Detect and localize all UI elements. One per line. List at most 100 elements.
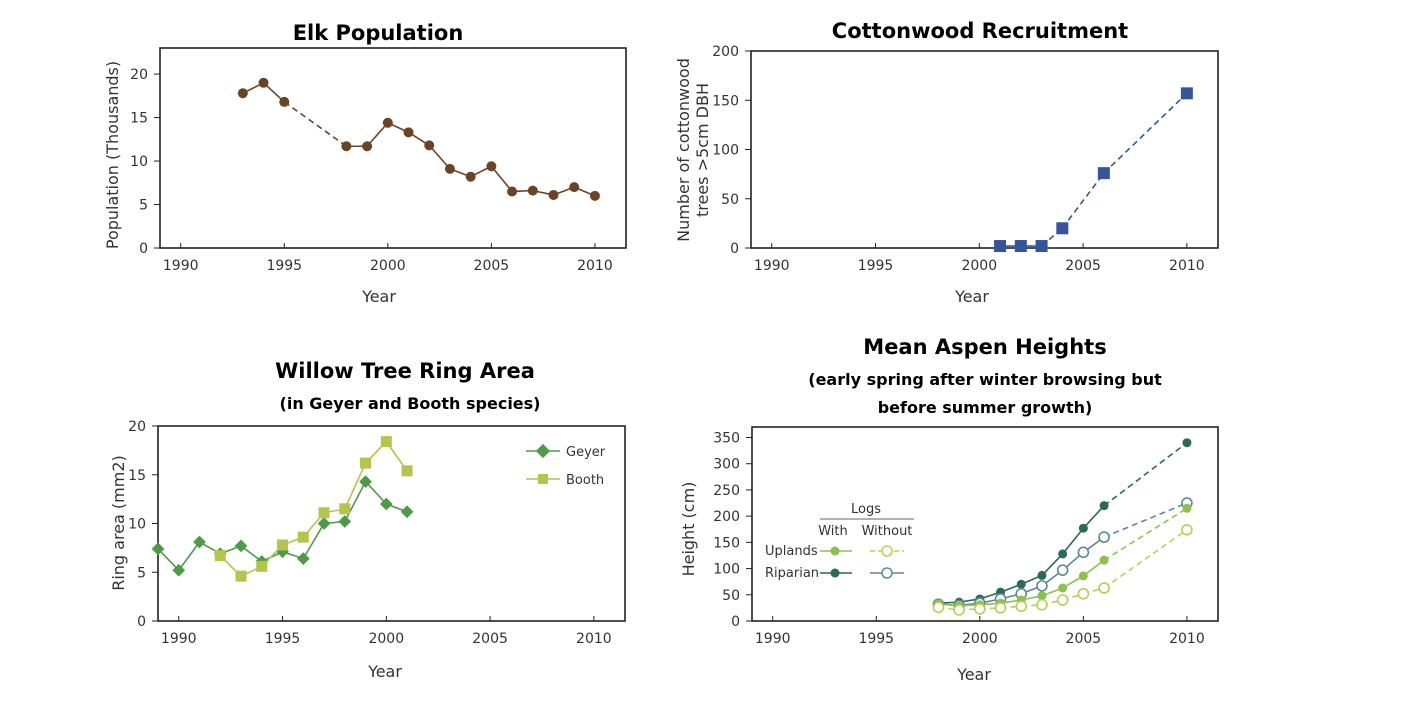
data-point	[424, 140, 435, 151]
data-point	[362, 141, 373, 152]
x-tick-label: 2000	[370, 258, 406, 274]
x-tick-label: 2005	[1066, 631, 1102, 647]
y-axis-label-line-1: Number of cottonwood	[674, 58, 693, 242]
series-line-segment	[366, 122, 389, 147]
cottonwood-recruitment-chart: Cottonwood Recruitment Number of cottonw…	[674, 19, 1219, 306]
chart-title: Cottonwood Recruitment	[832, 19, 1128, 43]
y-tick-label: 50	[721, 192, 739, 208]
legend-header-logs: Logs	[851, 502, 881, 517]
y-tick-label: 0	[137, 614, 146, 630]
x-tick-label: 2000	[368, 631, 404, 647]
data-point	[1014, 240, 1027, 253]
data-point	[1098, 582, 1110, 594]
x-tick-label: 2010	[1169, 631, 1205, 647]
data-point	[507, 186, 518, 197]
series-line-segment	[1062, 527, 1085, 555]
legend-marker-booth	[538, 474, 548, 484]
data-point	[527, 185, 538, 196]
willow-ring-area-chart: Willow Tree Ring Area (in Geyer and Boot…	[109, 359, 626, 681]
x-tick-label: 2000	[962, 631, 998, 647]
data-point	[256, 560, 268, 572]
y-tick-label: 0	[730, 241, 739, 257]
legend-marker-riparian-without	[881, 567, 893, 579]
series-line-segment	[157, 548, 180, 571]
y-tick-label: 200	[712, 44, 739, 60]
data-point	[1097, 167, 1110, 180]
x-tick-label: 2005	[474, 258, 510, 274]
plot-area: 1990 1995 2000 2005 2010 0 50 100 150 200 250 300 35…	[713, 426, 1219, 647]
series-line-segment	[344, 481, 367, 522]
y-tick-label: 5	[139, 198, 148, 214]
y-tick-label: 10	[130, 154, 148, 170]
data-point	[1037, 591, 1047, 601]
x-axis-label: Year	[367, 662, 402, 681]
plot-area: 1990 1995 2000 2005 2010 0 5 10 15 20	[128, 419, 626, 647]
chart-subtitle: (in Geyer and Booth species)	[280, 394, 541, 413]
plot-area: 1990 1995 2000 2005 2010 0 5 10 15 20	[130, 47, 627, 274]
y-tick-label: 150	[712, 93, 739, 109]
data-point	[444, 163, 455, 174]
series-line-segment	[364, 481, 387, 505]
data-point	[1058, 583, 1068, 593]
x-tick-label: 1995	[858, 631, 894, 647]
y-axis-label: Ring area (mm2)	[109, 455, 128, 591]
data-point	[237, 88, 248, 99]
legend-col-without: Without	[862, 524, 913, 539]
series-line-segment	[1103, 507, 1188, 561]
data-point	[1037, 570, 1047, 580]
data-point	[297, 531, 309, 543]
y-tick-label: 350	[713, 430, 740, 446]
x-tick-label: 1990	[755, 631, 791, 647]
data-point	[1182, 438, 1192, 448]
data-point	[403, 127, 414, 138]
data-point	[401, 465, 413, 477]
data-point	[1098, 531, 1110, 543]
data-point	[994, 240, 1007, 253]
data-point	[380, 436, 392, 448]
x-tick-label: 1995	[858, 258, 894, 274]
series-line-segment	[1103, 92, 1188, 174]
data-point	[214, 550, 226, 562]
y-axis-label-line-2: trees >5cm DBH	[693, 83, 712, 217]
x-tick-label: 2005	[472, 631, 508, 647]
x-tick-label: 2010	[1169, 258, 1205, 274]
x-tick-label: 1995	[265, 631, 301, 647]
data-point	[1056, 594, 1069, 606]
plot-area: 1990 1995 2000 2005 2010 0 50 100 150 200	[712, 44, 1219, 274]
y-tick-label: 300	[713, 457, 740, 473]
series-line-segment	[428, 144, 451, 170]
aspen-heights-chart: Mean Aspen Heights (early spring after w…	[679, 335, 1219, 684]
x-tick-label: 1990	[163, 258, 199, 274]
data-point	[974, 603, 986, 615]
data-point	[1181, 523, 1193, 536]
data-point	[1056, 564, 1069, 576]
legend: Logs With Without Uplands Riparian	[765, 502, 914, 581]
x-tick-label: 2010	[577, 258, 613, 274]
y-axis-label: Population (Thousands)	[103, 61, 122, 249]
legend-marker-uplands-without	[881, 545, 893, 557]
chart-title: Elk Population	[293, 21, 464, 45]
data-point	[548, 189, 559, 200]
series-line-segment	[344, 462, 367, 510]
legend-label-booth: Booth	[566, 473, 604, 488]
plot-frame	[751, 426, 1219, 622]
data-point	[296, 552, 310, 565]
series-line-segment	[1061, 172, 1105, 229]
data-point	[932, 601, 945, 614]
y-tick-label: 250	[713, 483, 740, 499]
data-point	[1058, 549, 1068, 559]
data-point	[994, 602, 1007, 614]
y-tick-label: 200	[713, 509, 740, 525]
y-tick-label: 15	[130, 111, 148, 127]
y-tick-label: 150	[713, 535, 740, 551]
series-line-segment	[1103, 529, 1188, 589]
y-tick-label: 15	[128, 468, 146, 484]
x-tick-label: 2000	[961, 258, 997, 274]
y-tick-label: 20	[128, 419, 146, 435]
data-point	[1078, 571, 1088, 581]
data-point	[465, 171, 476, 182]
legend-row-uplands: Uplands	[765, 544, 818, 559]
data-point	[1016, 579, 1026, 589]
data-point	[359, 475, 372, 488]
